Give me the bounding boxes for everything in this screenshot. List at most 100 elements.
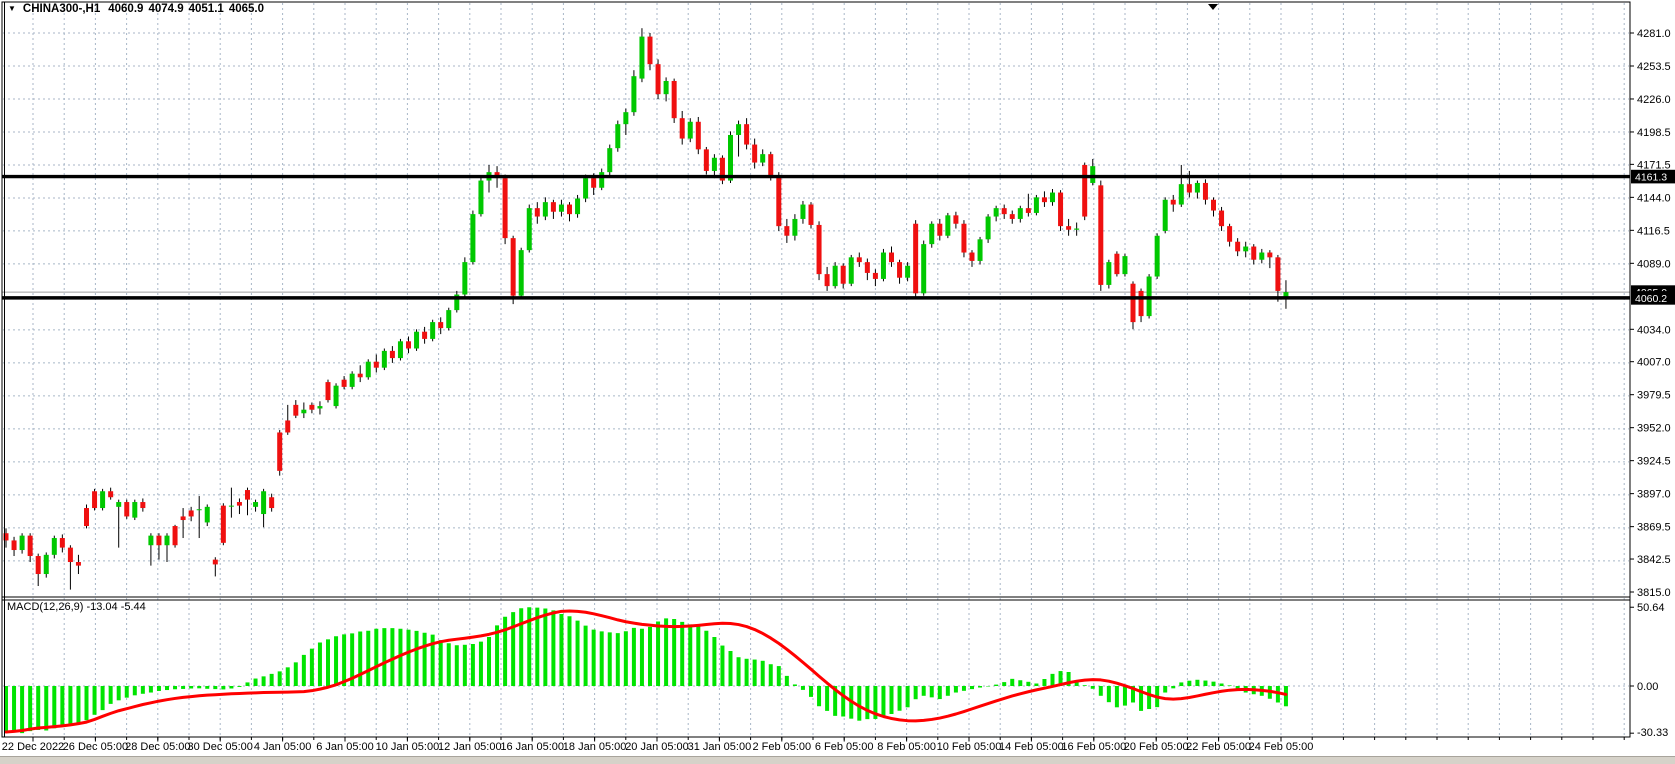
candle-bear xyxy=(695,121,701,150)
candle-bear xyxy=(1186,184,1192,193)
candle-bear xyxy=(1170,199,1176,205)
candle-bull xyxy=(228,505,234,507)
candle-bull xyxy=(132,502,138,518)
candle-bear xyxy=(808,204,814,225)
candle-bull xyxy=(196,509,202,511)
candle-bear xyxy=(913,223,919,294)
time-axis-label: 16 Feb 05:00 xyxy=(1061,741,1126,753)
price-badges: 4161.34065.04060.2 xyxy=(1631,169,1675,305)
candle-bull xyxy=(430,322,436,339)
price-tick-label: 3842.5 xyxy=(1637,554,1671,566)
candle-bear xyxy=(285,420,291,433)
candle-bear xyxy=(969,252,975,261)
macd-layer xyxy=(4,607,1288,734)
time-axis-label: 16 Jan 05:00 xyxy=(500,741,564,753)
candle-bear xyxy=(188,510,194,517)
candle-bull xyxy=(1090,166,1096,183)
candle-bull xyxy=(446,310,452,329)
candle-bull xyxy=(985,216,991,240)
candle-bear xyxy=(84,508,89,527)
price-axis[interactable]: 4281.0 4253.5 4226.0 4198.5 4171.5 4144.0 4116… xyxy=(1630,28,1671,599)
candle-bear xyxy=(245,490,250,500)
candle-bear xyxy=(1227,226,1233,242)
candle-bull xyxy=(607,148,613,173)
candle-bull xyxy=(518,250,524,296)
candle-bull xyxy=(1122,256,1128,275)
candle-bear xyxy=(889,252,894,263)
candle-bear xyxy=(172,526,178,546)
candle-bear xyxy=(1138,290,1144,317)
candle-bull xyxy=(253,502,259,507)
candle-bear xyxy=(655,64,661,95)
candle-bull xyxy=(583,178,589,199)
price-tick-label: 4034.0 xyxy=(1637,324,1671,336)
candle-bear xyxy=(156,535,162,546)
candle-bull xyxy=(1243,246,1249,252)
symbol-dropdown-icon[interactable]: ▼ xyxy=(8,4,16,13)
candle-bear xyxy=(1251,246,1257,260)
candle-bear xyxy=(1275,257,1281,291)
candle-bear xyxy=(422,331,428,339)
candle-bull xyxy=(921,244,927,294)
candle-bull xyxy=(993,208,999,217)
candle-bull xyxy=(977,239,983,261)
price-tick-label: 4171.5 xyxy=(1637,159,1671,171)
candle-bear xyxy=(124,502,130,517)
candle-bear xyxy=(897,262,903,278)
ohlc-low-value: 4051.1 xyxy=(188,3,224,15)
candle-bull xyxy=(1194,182,1200,193)
candle-bull xyxy=(414,331,420,349)
time-axis-label: 30 Dec 05:00 xyxy=(187,741,252,753)
candle-bull xyxy=(301,409,307,414)
candle-bull xyxy=(462,262,468,295)
time-axis-label: 12 Jan 05:00 xyxy=(438,741,502,753)
candle-bear xyxy=(212,559,218,565)
price-tick-label: 4198.5 xyxy=(1637,127,1671,139)
time-axis-label: 26 Dec 05:00 xyxy=(63,741,128,753)
candle-bear xyxy=(510,238,516,296)
candle-bear xyxy=(27,535,33,557)
time-axis-label: 6 Feb 05:00 xyxy=(815,741,874,753)
candle-bull xyxy=(687,121,693,139)
chart-shift-marker-icon[interactable] xyxy=(1208,4,1218,10)
time-axis-label: 31 Jan 05:00 xyxy=(688,741,752,753)
candle-bear xyxy=(1098,185,1104,285)
candle-bull xyxy=(945,215,951,236)
candle-bear xyxy=(277,432,283,471)
candle-bear xyxy=(108,491,114,498)
candle-bull xyxy=(663,80,669,95)
time-axis-label: 14 Feb 05:00 xyxy=(999,741,1064,753)
candle-bear xyxy=(703,149,709,171)
candle-bear xyxy=(357,373,363,378)
candle-bear xyxy=(35,556,41,575)
ohlc-open-value: 4060.9 xyxy=(108,3,144,15)
candle-bear xyxy=(389,350,395,359)
candle-bear xyxy=(1041,197,1047,203)
macd-axis[interactable]: 50.64 0.00 -30.33 xyxy=(1630,602,1668,739)
candle-bull xyxy=(261,491,267,515)
candle-bull xyxy=(470,214,476,263)
candle-bull xyxy=(800,204,806,219)
candle-bull xyxy=(905,265,911,278)
candle-bear xyxy=(856,257,862,263)
chart-title-bar: ▼ CHINA300-,H1 4060.9 4074.9 4051.1 4065.0 xyxy=(8,3,269,17)
candle-bear xyxy=(1235,241,1241,252)
candle-bull xyxy=(599,172,605,188)
candle-bull xyxy=(204,506,210,523)
price-tick-label: 3869.5 xyxy=(1637,522,1671,534)
candles-layer xyxy=(3,28,1289,590)
price-tick-label: 4116.5 xyxy=(1637,225,1670,237)
candle-bear xyxy=(220,505,226,543)
candle-bear xyxy=(1267,252,1273,258)
candle-bear xyxy=(373,361,379,368)
candle-bear xyxy=(671,80,677,119)
candle-bear xyxy=(293,404,299,416)
candle-bull xyxy=(19,535,25,551)
candle-bear xyxy=(438,322,444,329)
candle-bear xyxy=(567,204,572,215)
candle-bear xyxy=(502,178,508,239)
candle-bull xyxy=(728,134,733,181)
candle-bear xyxy=(744,124,750,145)
